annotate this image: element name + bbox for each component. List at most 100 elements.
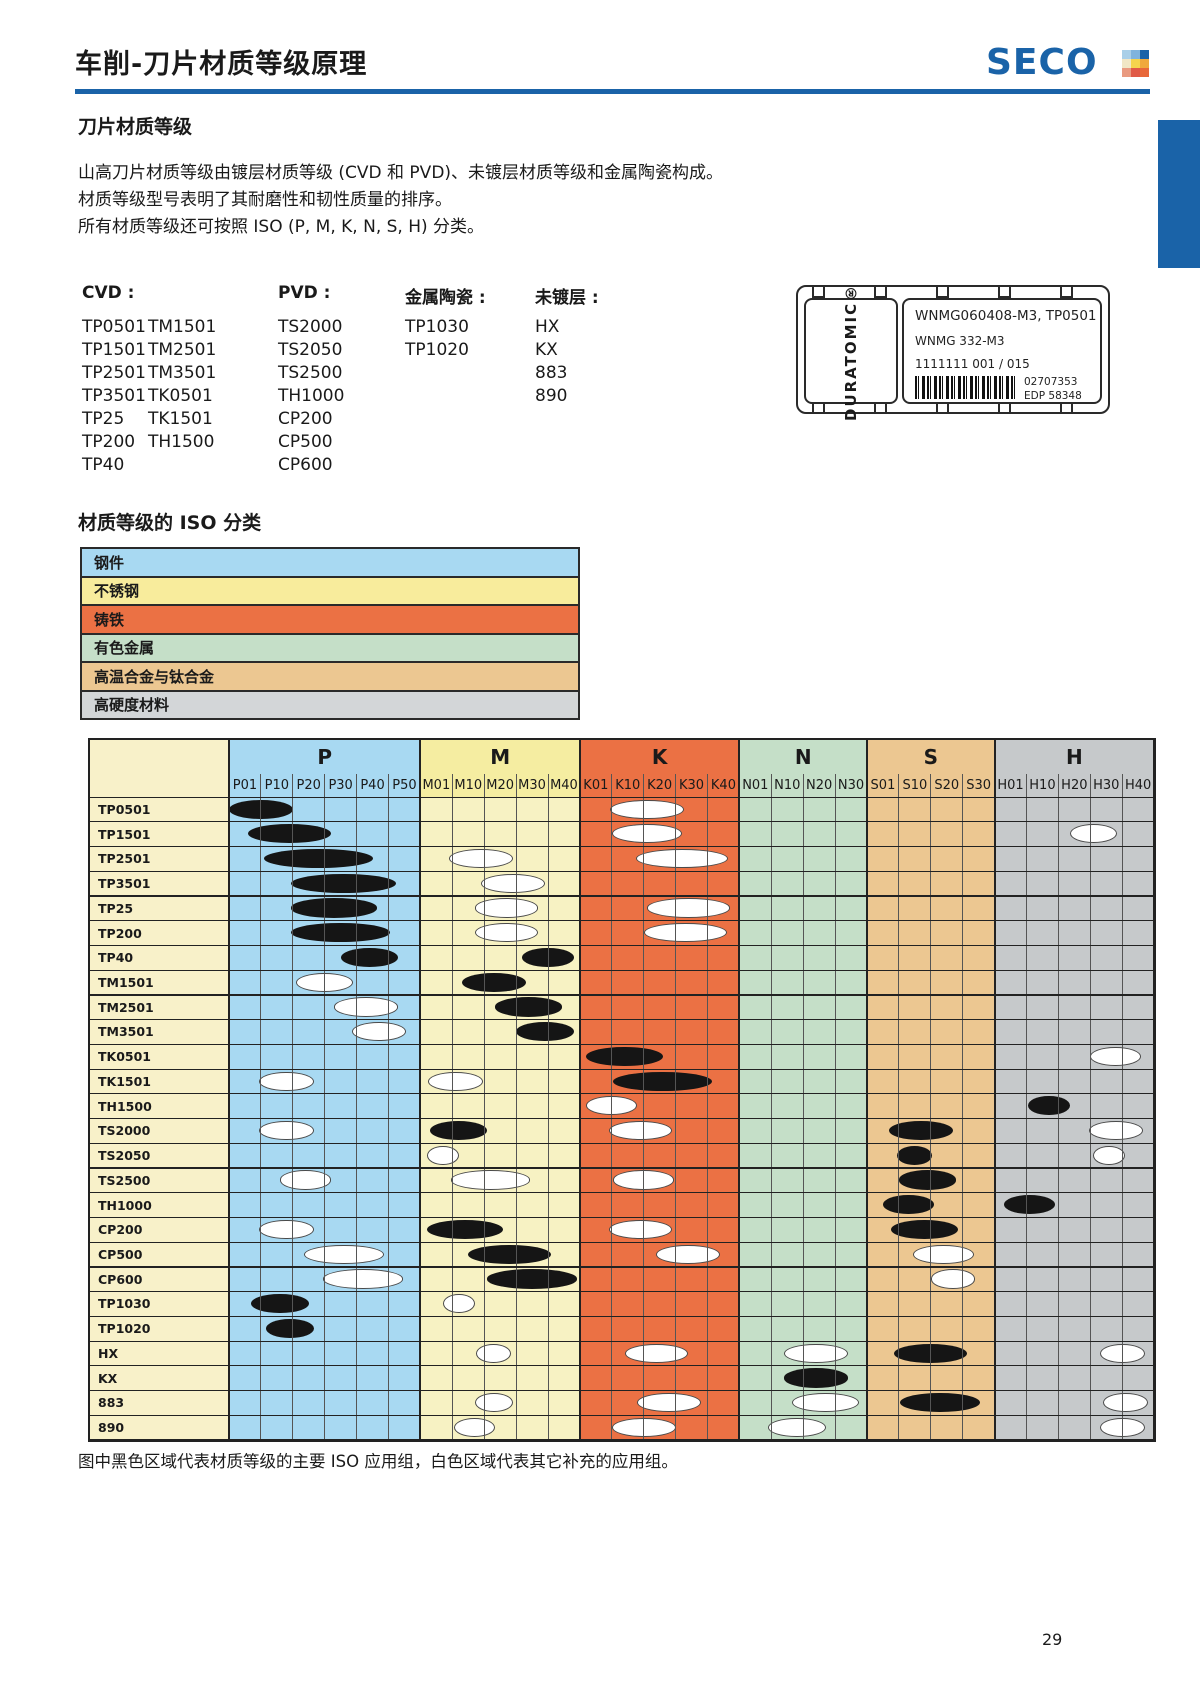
grade-row-label: TP200 [98, 925, 142, 941]
grade-item: TM3501 [148, 363, 217, 383]
main-application-ellipse [784, 1368, 848, 1388]
main-application-ellipse [897, 1145, 933, 1165]
supplementary-application-ellipse [449, 848, 513, 869]
grade-row-label: HX [98, 1345, 119, 1361]
grade-row-label: 890 [98, 1420, 125, 1436]
supplementary-application-ellipse [259, 1219, 314, 1240]
grade-item: 890 [535, 386, 568, 406]
grade-row-label: TP1030 [98, 1296, 151, 1312]
logo-square [1122, 68, 1131, 77]
column-header: S01 [867, 774, 899, 797]
logo-square [1140, 50, 1149, 59]
main-application-ellipse [1028, 1096, 1070, 1116]
main-application-ellipse [487, 1269, 577, 1289]
grade-item: TS2500 [278, 363, 343, 383]
grade-item: TP2501 [82, 363, 146, 383]
legend-label: 铸铁 [94, 610, 125, 629]
grade-row-label: TS2050 [98, 1148, 151, 1164]
column-header: S20 [930, 774, 963, 797]
main-application-ellipse [248, 824, 332, 844]
grade-row-label: 883 [98, 1395, 125, 1411]
main-application-ellipse [291, 898, 378, 918]
column-group-band [229, 797, 421, 1440]
column-group-header: N [739, 740, 867, 774]
column-header: H01 [994, 774, 1027, 797]
grade-row-label: CP200 [98, 1222, 143, 1238]
label-designation: WNMG060408-M3, TP0501 [915, 308, 1097, 324]
grade-item: TS2000 [278, 317, 343, 337]
grade-item: TP1020 [405, 340, 469, 360]
section-heading-iso: 材质等级的 ISO 分类 [78, 512, 262, 534]
logo-square [1131, 68, 1140, 77]
duratomic-brand-text: DURATOMIC® [842, 281, 860, 421]
cvd-list-label: CVD : [82, 283, 135, 303]
grade-item: HX [535, 317, 560, 337]
legend-row: 有色金属 [80, 632, 580, 663]
grade-item: CP600 [278, 455, 333, 475]
grade-item: TP0501 [82, 317, 146, 337]
page-number: 29 [1042, 1630, 1063, 1649]
legend-row: 高硬度材料 [80, 689, 580, 720]
supplementary-application-ellipse [351, 1022, 407, 1042]
grade-row-label: TH1500 [98, 1098, 152, 1114]
main-application-ellipse [890, 1219, 958, 1240]
column-header: M20 [484, 774, 517, 797]
supplementary-application-ellipse [474, 1393, 513, 1413]
duratomic-panel: DURATOMIC® [804, 281, 898, 421]
legend-row: 不锈钢 [80, 575, 580, 606]
grade-item: TM1501 [148, 317, 217, 337]
supplementary-application-ellipse [1099, 1343, 1145, 1363]
intro-line: 山高刀片材质等级由镀层材质等级 (CVD 和 PVD)、未镀层材质等级和金属陶瓷… [78, 163, 724, 183]
main-application-ellipse [264, 848, 373, 869]
main-application-ellipse [251, 1294, 309, 1314]
main-application-ellipse [468, 1244, 552, 1264]
column-header: M30 [516, 774, 548, 797]
column-header: K20 [643, 774, 676, 797]
grade-row-label: KX [98, 1370, 118, 1386]
intro-line: 材质等级型号表明了其耐磨性和韧性质量的排序。 [78, 190, 452, 210]
legend-label: 高硬度材料 [94, 696, 170, 715]
supplementary-application-ellipse [1103, 1393, 1148, 1413]
grade-item: TP1501 [82, 340, 146, 360]
logo-square [1122, 59, 1131, 68]
pvd-list: TS2000 TS2050 TS2500 TH1000 CP200 CP500 CP600 [278, 316, 344, 477]
column-header: N10 [771, 774, 804, 797]
clip-mark [812, 286, 825, 298]
column-header: P20 [292, 774, 325, 797]
supplementary-application-ellipse [1090, 1046, 1142, 1067]
main-application-ellipse [613, 1071, 713, 1091]
cermet-list: TP1030 TP1020 [405, 316, 469, 362]
label-code: 02707353 [1024, 376, 1078, 388]
supplementary-application-ellipse [610, 799, 684, 819]
supplementary-application-ellipse [476, 1343, 512, 1363]
legend-label: 有色金属 [94, 639, 155, 658]
grade-row-label: TP3501 [98, 876, 151, 892]
supplementary-application-ellipse [656, 1244, 721, 1264]
page-edge-tab [1158, 120, 1200, 268]
main-application-ellipse [340, 947, 399, 968]
pvd-list-label: PVD : [278, 283, 331, 303]
grade-row-label: TK1501 [98, 1073, 152, 1089]
grade-item: TP1030 [405, 317, 469, 337]
legend-row: 高温合金与钛合金 [80, 661, 580, 692]
grade-item: TP25 [82, 409, 125, 429]
footer-note: 图中黑色区域代表材质等级的主要 ISO 应用组，白色区域代表其它补充的应用组。 [78, 1452, 678, 1471]
supplementary-application-ellipse [428, 1071, 483, 1091]
grade-item: TH1500 [148, 432, 215, 452]
cvd-list-col1: TP0501 TP1501 TP2501 TP3501 TP25 TP200 TP40 [82, 316, 146, 477]
supplementary-application-ellipse [635, 848, 729, 869]
barcode [915, 376, 1015, 399]
supplementary-application-ellipse [1093, 1145, 1126, 1165]
grade-item: CP200 [278, 409, 333, 429]
clip-mark [874, 286, 887, 298]
grade-row-label: TP25 [98, 900, 134, 916]
column-header: M01 [420, 774, 453, 797]
main-application-ellipse [265, 1318, 314, 1339]
supplementary-application-ellipse [624, 1343, 689, 1363]
main-application-ellipse [461, 972, 526, 992]
column-header: N30 [835, 774, 867, 797]
main-application-ellipse [894, 1343, 968, 1363]
main-application-ellipse [291, 873, 397, 893]
grade-item: TK1501 [148, 409, 213, 429]
column-header: N20 [803, 774, 836, 797]
